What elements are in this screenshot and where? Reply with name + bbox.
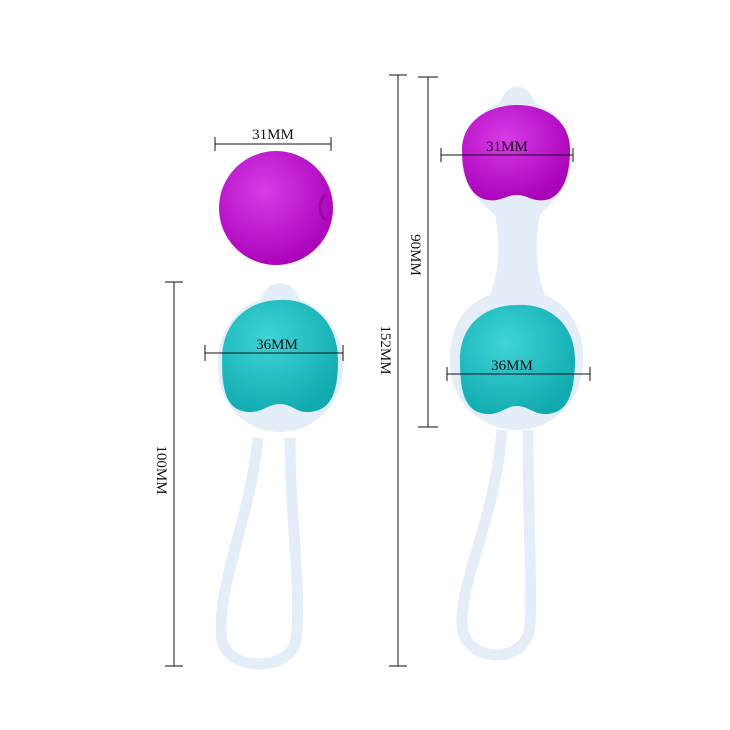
dimension-right-bottom-width	[446, 367, 591, 381]
dimension-right-total-length	[389, 74, 407, 667]
dimension-right-top-width	[440, 148, 574, 162]
left-bottom-width-label: 36MM	[256, 337, 298, 353]
dimension-left-bottom-width	[204, 345, 344, 361]
single-ball-with-loop	[215, 283, 344, 670]
loose-purple-ball	[219, 151, 333, 265]
left-length-label: 100MM	[153, 445, 169, 494]
right-bottom-width-label: 36MM	[491, 358, 533, 374]
dimension-right-balls-length	[418, 76, 438, 428]
dimension-left-length	[165, 281, 183, 667]
right-top-width-label: 31MM	[486, 139, 528, 155]
right-balls-length-label: 90MM	[407, 234, 423, 276]
double-ball-set	[449, 87, 584, 661]
right-total-length-label: 152MM	[377, 325, 393, 374]
left-top-width-label: 31MM	[252, 127, 294, 143]
dimension-left-top-width	[214, 137, 332, 151]
